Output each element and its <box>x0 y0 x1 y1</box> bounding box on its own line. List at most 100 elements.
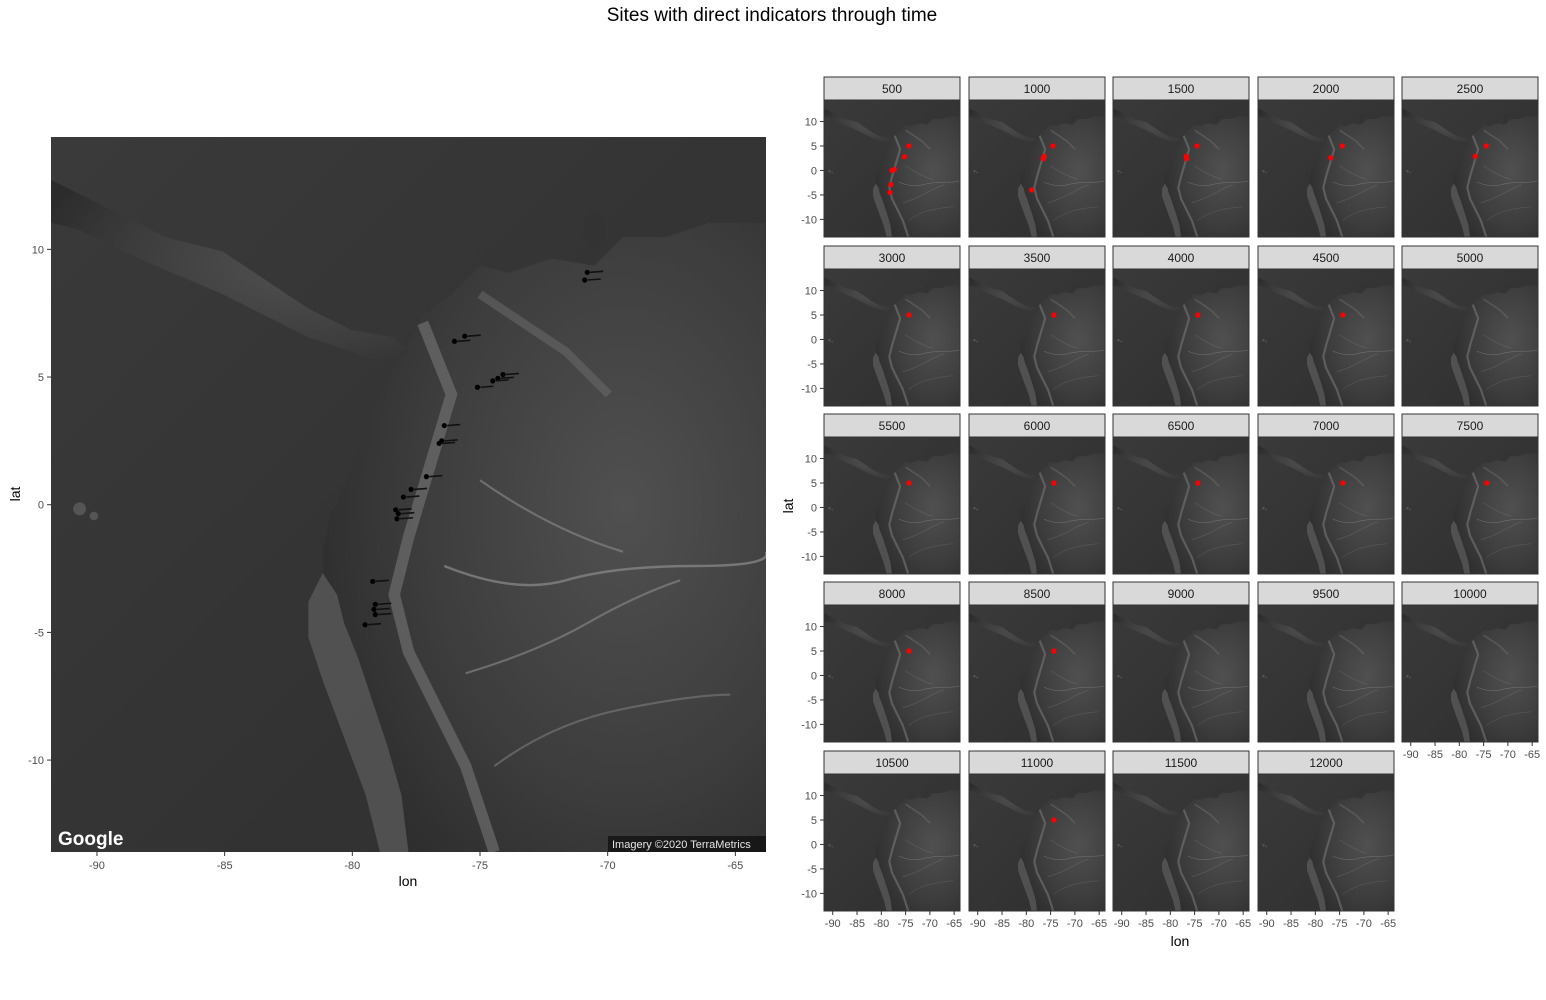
facet-panel-border <box>968 773 1106 912</box>
facet-y-tick-label: 0 <box>811 165 817 177</box>
main-map-site-label-mark <box>378 602 392 606</box>
main-map-credit: Imagery ©2020 TerraMetrics <box>612 839 751 851</box>
main-map-site-point <box>371 606 377 613</box>
main-map-x-tick-label: -65 <box>727 860 743 872</box>
facet-strip-label: 9500 <box>1313 587 1340 601</box>
facet-x-tick-label: -80 <box>873 918 889 930</box>
facet-panel-11500: 11500 -90 -85 -80 -75 -70 -65 <box>1112 750 1251 930</box>
main-map-site-label-mark <box>368 622 382 626</box>
facet-basemap <box>1258 774 1394 911</box>
facet-panel-border <box>1112 99 1250 238</box>
facet-panel-border <box>968 99 1106 238</box>
main-map-site-label-mark <box>406 495 420 498</box>
main-map-site-label-mark <box>401 511 415 515</box>
main-map-site-label-mark <box>413 487 428 491</box>
facet-strip-label: 11000 <box>1021 756 1054 770</box>
facet-x-tick-label: -85 <box>1138 918 1154 930</box>
facet-panel-7500: 7500 <box>1401 413 1539 575</box>
facet-strip-label: 7500 <box>1457 419 1484 433</box>
facet-basemap <box>1113 437 1249 574</box>
facet-panel-border <box>1401 436 1539 575</box>
facet-x-tick-label: -90 <box>1259 918 1275 930</box>
facet-y-tick-label: -10 <box>801 888 817 900</box>
main-map-site-label-mark <box>500 376 514 380</box>
facet-basemap <box>1258 605 1394 742</box>
facet-strip-label: 10000 <box>1453 587 1487 601</box>
main-map-site-point <box>372 601 378 607</box>
main-map-site-point <box>408 486 414 492</box>
facet-y-axis-title: lat <box>780 499 796 514</box>
main-map-y-tick-label: 10 <box>32 244 44 256</box>
facet-basemap <box>969 100 1105 237</box>
facet-site-point <box>1484 480 1490 486</box>
main-map-site-point <box>393 507 399 513</box>
main-map-x-tick-label: -85 <box>217 860 233 872</box>
facet-strip-label: 12000 <box>1309 756 1343 770</box>
main-map-y-tick-label: 5 <box>38 372 44 384</box>
facet-x-tick-label: -70 <box>922 918 938 930</box>
facet-site-point <box>1195 480 1201 486</box>
main-map-site-label-mark <box>399 516 414 520</box>
facet-panel-9000: 9000 <box>1112 581 1250 743</box>
main-map-site-label-mark <box>480 385 494 389</box>
facet-basemap <box>824 605 960 742</box>
facet-panel-500: 500 10 5 0 -5 -10 <box>801 76 961 238</box>
facet-panel-1000: 1000 <box>968 76 1106 238</box>
facet-x-tick-label: -85 <box>1427 749 1443 761</box>
facet-site-point <box>1051 817 1057 823</box>
facet-strip-label: 2500 <box>1457 82 1484 96</box>
facet-panel-3000: 3000 10 5 0 -5 -10 <box>801 245 961 407</box>
facet-x-tick-label: -80 <box>1307 918 1323 930</box>
facet-strip-label: 8500 <box>1024 587 1051 601</box>
main-map-x-tick-label: -90 <box>89 860 105 872</box>
main-map-x-axis-title: lon <box>399 873 418 889</box>
main-map-site-label-mark <box>442 441 456 445</box>
facet-strip-label: 10500 <box>875 756 909 770</box>
facet-strip-label: 3500 <box>1024 251 1051 265</box>
facet-y-tick-label: -5 <box>807 864 817 876</box>
facet-y-tick-label: 0 <box>811 334 817 346</box>
facet-y-tick-label: -5 <box>807 190 817 202</box>
main-map-site-point <box>436 440 442 447</box>
facet-panel-border <box>823 604 961 743</box>
facet-x-tick-label: -65 <box>1524 749 1540 761</box>
facet-site-point <box>906 480 912 486</box>
main-map-site-label-mark <box>495 379 509 382</box>
facet-site-point <box>1040 156 1046 162</box>
facet-strip-label: 4000 <box>1168 251 1195 265</box>
facet-x-tick-label: -85 <box>849 918 865 930</box>
facet-panel-border <box>1112 773 1250 912</box>
facet-basemap <box>1402 100 1538 237</box>
facet-site-point <box>1051 648 1057 654</box>
facet-x-tick-label: -70 <box>1067 918 1083 930</box>
facet-y-tick-label: 10 <box>805 622 817 634</box>
main-map-site-label-mark <box>444 439 458 442</box>
facet-y-tick-label: -10 <box>801 719 817 731</box>
facet-panel-border <box>823 773 961 912</box>
facet-panel-border <box>1112 604 1250 743</box>
main-map-credit-background <box>608 836 766 852</box>
main-map-x-tick-label: -70 <box>600 860 616 872</box>
facet-strip-label: 7000 <box>1313 419 1340 433</box>
facet-basemap <box>969 269 1105 406</box>
facet-panel-8000: 8000 10 5 0 -5 -10 <box>801 581 961 743</box>
main-map-site-label-mark <box>429 474 443 478</box>
facet-x-tick-label: -65 <box>1380 918 1396 930</box>
main-map-site-label-mark <box>457 339 471 343</box>
facet-x-tick-label: -80 <box>1162 918 1178 930</box>
facet-strip-label: 1500 <box>1168 82 1195 96</box>
facet-x-tick-label: -70 <box>1500 749 1516 761</box>
facet-site-point <box>1051 480 1057 486</box>
facet-site-point <box>1050 143 1056 149</box>
facet-panel-border <box>1257 268 1395 407</box>
main-map-x-tick-label: -75 <box>472 860 488 872</box>
facet-site-point <box>1483 143 1490 149</box>
main-map-y-tick-label: 0 <box>38 500 44 512</box>
facet-site-point <box>887 189 893 196</box>
facet-panel-border <box>968 268 1106 407</box>
main-map-site-point <box>584 269 590 275</box>
facet-site-point <box>1340 312 1346 318</box>
main-map-site-point <box>500 371 506 378</box>
main-map-site-point <box>362 622 368 628</box>
